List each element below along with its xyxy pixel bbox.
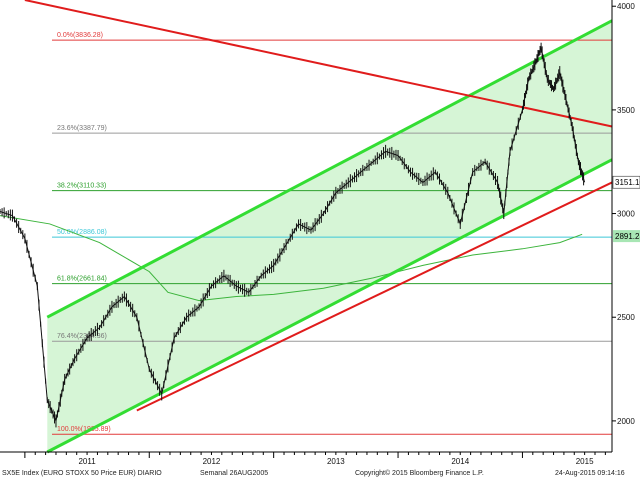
last-price-tag [612, 175, 640, 189]
channel-lower-line [46, 158, 613, 454]
x-tick-label: 2011 [78, 457, 96, 466]
channel-upper-line [46, 19, 613, 319]
footer-instrument: SX5E Index (EURO STOXX 50 Price EUR) DIA… [2, 470, 162, 477]
fib-label-1: 23.6%(3387.79) [57, 125, 107, 132]
fib-label-4: 61.8%(2661.84) [57, 276, 107, 283]
x-tick-label: 2015 [576, 457, 594, 466]
moving-average-line [0, 215, 583, 302]
fib-label-0: 0.0%(3836.28) [57, 32, 103, 39]
y-tick-label: 3000 [617, 210, 635, 219]
fib-label-2: 38.2%(3110.33) [57, 183, 106, 190]
fib-label-6: 100.0%(1935.89) [57, 426, 111, 433]
x-tick-label: 2013 [327, 457, 345, 466]
y-tick-label: 3500 [617, 106, 635, 115]
footer-period: Semanal 26AUG2005 [200, 470, 269, 477]
ma-value-tag [613, 230, 640, 243]
x-tick-label: 2014 [451, 457, 469, 466]
footer-bar: SX5E Index (EURO STOXX 50 Price EUR) DIA… [0, 468, 640, 480]
y-tick-label: 4000 [617, 2, 635, 11]
ma-value-label: 2891.28 [615, 232, 640, 241]
x-tick-label: 2012 [203, 457, 221, 466]
footer-copyright: Copyright© 2015 Bloomberg Finance L.P. [355, 470, 484, 477]
red-trendline-1 [136, 181, 613, 412]
red-trendline-0 [24, 0, 613, 128]
y-tick-label: 2500 [617, 313, 635, 322]
last-price-label: 3151.10 [615, 178, 640, 187]
fib-label-5: 76.4%(2384.36) [57, 333, 107, 340]
footer-timestamp: 24-Aug-2015 09:14:16 [555, 470, 625, 477]
channel-fill [47, 20, 612, 452]
y-tick-label: 2000 [617, 417, 635, 426]
fib-label-3: 50.0%(2886.08) [57, 229, 107, 236]
